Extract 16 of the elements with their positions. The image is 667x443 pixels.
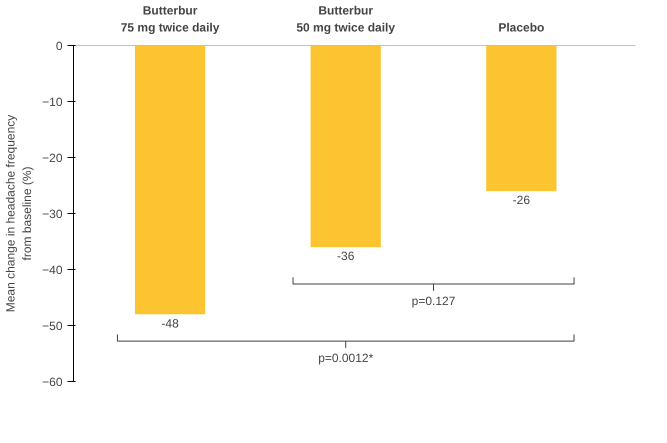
x-tick-label: Butterbur 75 mg twice daily: [120, 4, 220, 34]
data-label: -48: [161, 316, 180, 330]
annotation: p=0.127: [412, 294, 456, 308]
x-tick-label: Placebo: [498, 20, 544, 34]
x-tick-label: Butterbur 50 mg twice daily: [296, 4, 396, 34]
y-tick-label: −40: [42, 263, 63, 277]
y-tick-label: −60: [42, 375, 63, 389]
annotation: p=0.0012*: [318, 350, 374, 365]
y-tick-label: 0: [56, 39, 63, 53]
data-label: -26: [512, 193, 530, 208]
y-tick-label: −20: [42, 151, 63, 165]
data-label: -36: [337, 249, 355, 264]
y-tick-label: −30: [42, 207, 63, 221]
y-tick-label: −10: [42, 95, 63, 109]
y-axis-title: Mean change in headache frequency from baseline (%): [3, 114, 34, 312]
y-tick-label: −50: [42, 319, 63, 333]
